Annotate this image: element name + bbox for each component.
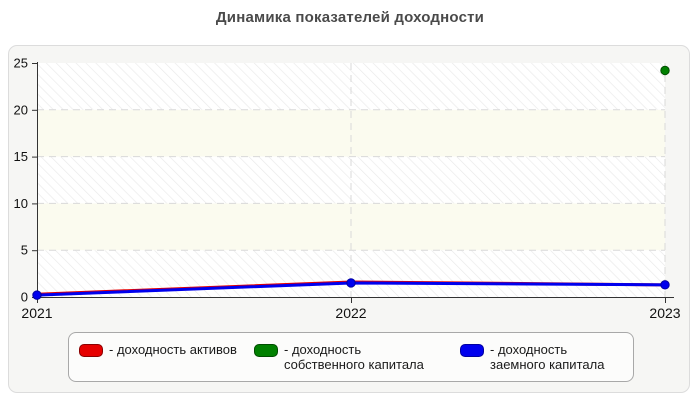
legend-label-roe: - доходность собственного капитала [284,342,424,372]
y-tick-label: 15 [14,149,28,164]
legend-swatch-roa [79,344,103,357]
legend-label-roa: - доходность активов [109,342,237,357]
legend-item-roe: - доходность собственного капитала [254,342,444,372]
legend-item-roa: - доходность активов [79,342,244,357]
x-tick-label: 2023 [649,305,680,321]
chart-panel: 0 5 10 15 20 25 2021 2022 2023 - доходность акти… [8,45,690,393]
legend-label-rod: - доходность заемного капитала [490,342,605,372]
series-marker-rod [346,278,356,288]
x-tick-label: 2022 [335,305,366,321]
legend-swatch-roe [254,344,278,357]
y-tick-label: 25 [14,56,28,71]
series-marker-rod [32,290,42,300]
y-tick-label: 0 [21,290,28,305]
y-tick-label: 20 [14,102,28,117]
series-marker-roe [660,65,670,76]
plot-area: 0 5 10 15 20 25 2021 2022 2023 [14,56,681,322]
legend: - доходность активов - доходность собств… [68,332,634,382]
y-tick-label: 5 [21,243,28,258]
chart-title: Динамика показателей доходности [215,9,485,26]
y-tick-label: 10 [14,196,28,211]
x-tick-label: 2021 [21,305,52,321]
series-marker-rod [660,280,670,290]
legend-swatch-rod [460,344,484,357]
legend-item-rod: - доходность заемного капитала [460,342,625,372]
